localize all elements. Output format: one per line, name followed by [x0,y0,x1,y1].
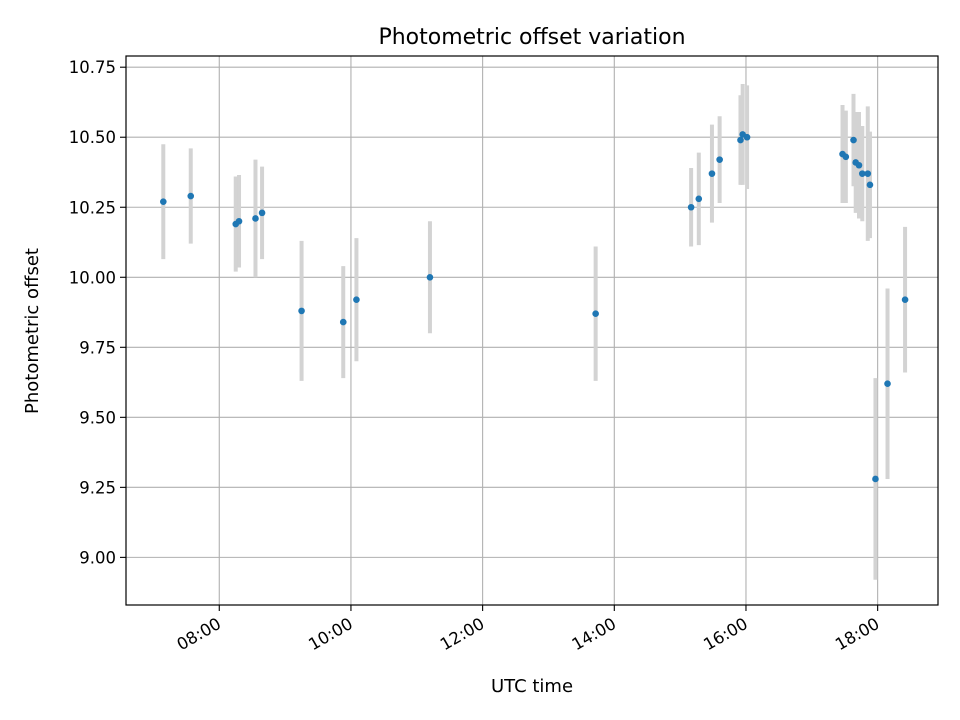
data-point [872,475,879,483]
data-point [866,181,874,189]
data-point [298,307,305,315]
data-points [160,131,909,483]
data-point [884,380,891,388]
data-point [187,192,195,200]
y-axis-label: Photometric offset [22,248,43,414]
data-point [901,296,909,303]
data-point [258,209,266,217]
plot-area-frame [125,55,939,606]
y-tick-label: 9.75 [79,338,116,357]
data-point [252,215,259,222]
data-point [743,133,751,141]
y-tick-label: 9.50 [79,408,116,427]
data-point [695,195,703,203]
y-tick-label: 10.50 [69,128,116,147]
data-point [353,296,360,303]
data-point [339,318,347,326]
y-tick-label: 9.00 [79,548,116,567]
data-point [855,161,863,169]
data-point [426,273,434,281]
data-point [864,170,872,177]
data-point [687,203,695,211]
y-tick-label: 9.25 [79,478,116,497]
data-point [858,170,866,177]
data-point [160,198,167,205]
y-axis-ticks: 9.00 9.25 9.50 9.75 10.00 10.25 10.50 10.75 [69,58,126,567]
data-point [850,136,857,144]
data-point [235,217,243,225]
data-point [842,153,850,161]
y-tick-label: 10.75 [69,58,116,77]
y-tick-label: 10.25 [69,198,116,217]
data-point [708,170,716,177]
x-axis-label: UTC time [491,676,573,697]
y-tick-label: 10.00 [69,268,116,287]
data-point [592,310,599,317]
chart-title: Photometric offset variation [378,25,685,50]
data-point [737,136,744,144]
data-point [716,156,723,163]
